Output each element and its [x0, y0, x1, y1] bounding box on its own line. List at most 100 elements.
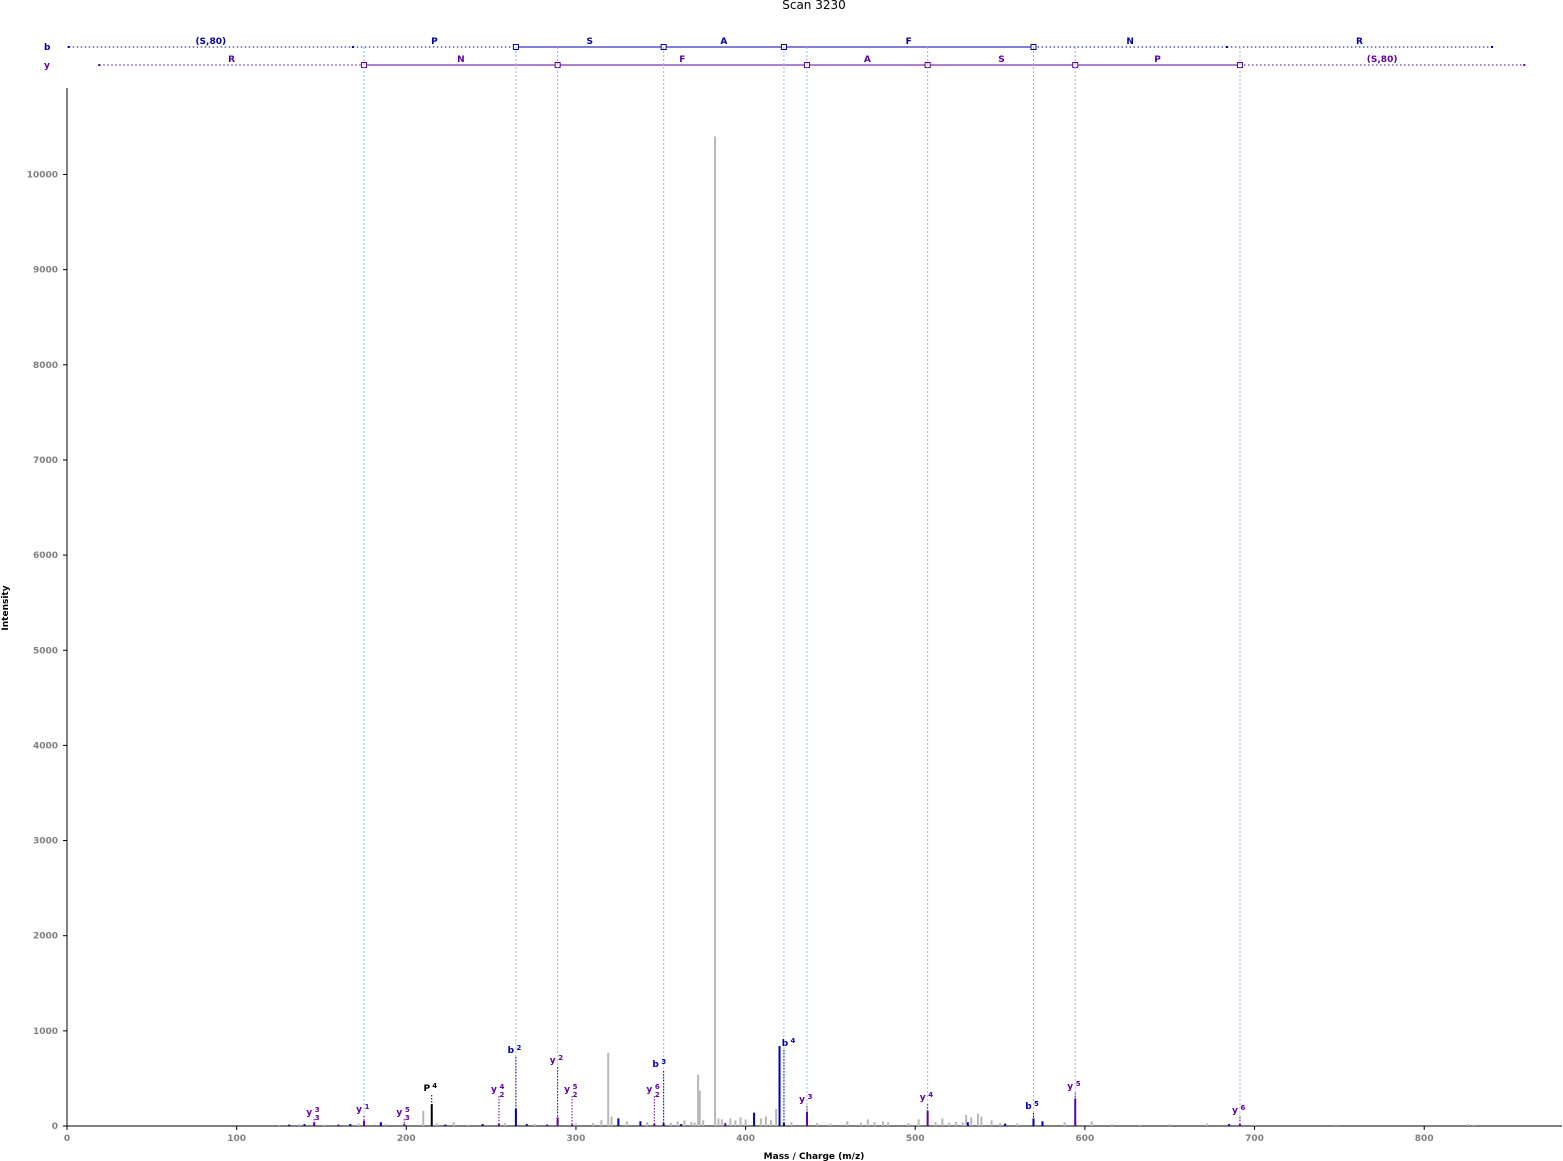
unannotated-peak — [990, 1120, 993, 1126]
ion-label: b — [1025, 1102, 1032, 1112]
y-tick-label: 7000 — [33, 456, 58, 466]
unannotated-peak — [534, 1124, 537, 1126]
annotated-peak — [782, 1122, 785, 1126]
unannotated-peak — [1334, 1124, 1337, 1126]
y-ladder-name: y — [44, 61, 50, 71]
annotated-peak — [430, 1104, 433, 1126]
ion-subscript: 3 — [315, 1114, 320, 1122]
unannotated-peak — [591, 1123, 594, 1126]
unannotated-peak — [384, 1124, 387, 1126]
ion-label: b — [782, 1039, 789, 1049]
unannotated-peak — [702, 1120, 705, 1126]
y-tick-label: 5000 — [33, 646, 58, 656]
y-tick-label: 2000 — [33, 932, 58, 942]
ion-label: y — [1232, 1106, 1238, 1116]
unannotated-peak — [698, 1090, 701, 1126]
unannotated-peak — [669, 1122, 672, 1126]
unannotated-peak — [1467, 1124, 1470, 1126]
y-residue-label: P — [1154, 55, 1161, 65]
annotated-peak — [1074, 1098, 1077, 1126]
unannotated-peak — [610, 1116, 613, 1126]
fragment-peak — [1041, 1121, 1044, 1126]
fragment-peak — [617, 1118, 620, 1126]
x-tick-label: 0 — [64, 1134, 70, 1144]
ion-charge: 5 — [405, 1106, 410, 1114]
y-tick-label: 4000 — [33, 741, 58, 751]
y-axis-label: Intensity — [1, 585, 11, 630]
unannotated-peak — [887, 1122, 890, 1126]
ion-charge: 3 — [661, 1058, 666, 1066]
y-tick-label: 10000 — [27, 171, 58, 181]
unannotated-peak — [422, 1110, 425, 1126]
unannotated-peak — [941, 1118, 944, 1126]
x-tick-label: 500 — [906, 1134, 925, 1144]
ion-label: y — [491, 1085, 497, 1095]
ion-label: y — [356, 1105, 362, 1115]
unannotated-peak — [775, 1108, 778, 1126]
unannotated-peak — [770, 1120, 773, 1126]
y-tick-label: 0 — [52, 1122, 58, 1132]
unannotated-peak — [965, 1114, 968, 1126]
unannotated-peak — [625, 1121, 628, 1126]
unannotated-peak — [1472, 1124, 1475, 1126]
fragment-peak — [680, 1124, 683, 1126]
unannotated-peak — [829, 1123, 832, 1126]
ion-charge: 4 — [791, 1037, 796, 1045]
match-lines — [363, 47, 1241, 1126]
annotated-peak — [806, 1111, 809, 1126]
unannotated-peak — [690, 1121, 693, 1126]
unannotated-peak — [759, 1118, 762, 1126]
unannotated-peak — [1206, 1123, 1209, 1126]
unannotated-peak — [298, 1124, 301, 1126]
unannotated-peak — [1016, 1123, 1019, 1126]
unannotated-peak — [452, 1122, 455, 1126]
y-tick-label: 8000 — [33, 361, 58, 371]
b-residue-label: R — [1356, 37, 1363, 47]
b-residue-label: (S,80) — [195, 37, 226, 47]
fragment-peak — [481, 1124, 484, 1126]
unannotated-peak — [977, 1113, 980, 1126]
unannotated-peak — [764, 1116, 767, 1126]
y-residue-label: F — [679, 55, 685, 65]
peaks — [278, 136, 1475, 1126]
fragment-peak — [546, 1124, 549, 1126]
x-tick-label: 700 — [1245, 1134, 1264, 1144]
fragment-ladders: b (S,80) P S A F N Ry R N F A S P (S,80) — [44, 37, 1526, 71]
ion-subscript: 2 — [573, 1091, 578, 1099]
y-residue-label: S — [998, 55, 1004, 65]
unannotated-peak — [1253, 1124, 1256, 1126]
annotated-peak — [571, 1124, 574, 1126]
ion-charge: 6 — [655, 1083, 660, 1091]
ion-label: y — [1067, 1082, 1073, 1092]
ion-label: P — [423, 1084, 430, 1094]
unannotated-peak — [734, 1120, 737, 1126]
unannotated-peak — [600, 1120, 603, 1126]
ion-charge: 4 — [928, 1091, 933, 1099]
ion-label: y — [550, 1056, 556, 1066]
y-residue-label: R — [228, 55, 235, 65]
ion-label: y — [564, 1085, 570, 1095]
unannotated-peak — [503, 1123, 506, 1126]
ion-label: y — [799, 1095, 805, 1105]
annotated-peak — [662, 1123, 665, 1126]
annotated-peak — [556, 1117, 559, 1126]
ion-charge: 3 — [315, 1106, 320, 1114]
unannotated-peak — [676, 1121, 679, 1126]
annotated-peak — [1238, 1124, 1241, 1126]
unannotated-peak — [729, 1118, 732, 1126]
unannotated-peak — [999, 1123, 1002, 1126]
y-tick-label: 6000 — [33, 551, 58, 561]
annotated-peak — [403, 1124, 406, 1126]
y-ladder-end — [1523, 64, 1526, 66]
unannotated-peak — [907, 1123, 910, 1126]
b-residue-label: A — [720, 37, 727, 47]
fragment-peak — [778, 1046, 781, 1126]
unannotated-peak — [859, 1122, 862, 1126]
fragment-peak — [724, 1123, 727, 1126]
ion-charge: 2 — [516, 1044, 521, 1052]
b-ladder-end — [67, 46, 70, 48]
unannotated-peak — [790, 1122, 793, 1126]
ion-charge: 5 — [1076, 1080, 1081, 1088]
unannotated-peak — [980, 1116, 983, 1126]
